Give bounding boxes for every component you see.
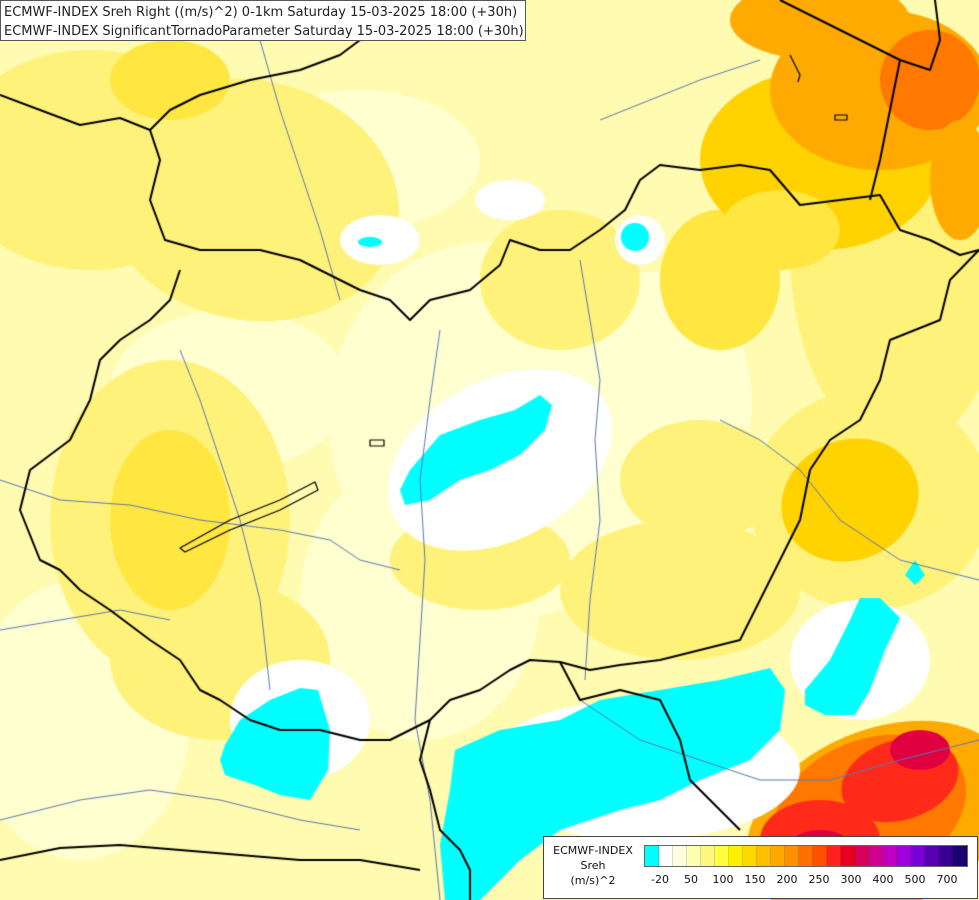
legend-tick-label: -20	[651, 873, 669, 886]
legend-swatch	[785, 846, 799, 866]
legend-swatch	[841, 846, 855, 866]
legend-swatch	[659, 846, 673, 866]
legend-unit: (m/s)^2	[570, 874, 616, 887]
map-title-box: ECMWF-INDEX Sreh Right ((m/s)^2) 0-1km S…	[0, 0, 526, 41]
legend-swatch	[673, 846, 687, 866]
legend-swatch	[715, 846, 729, 866]
legend-swatch	[799, 846, 813, 866]
map-title-stp: ECMWF-INDEX SignificantTornadoParameter …	[4, 24, 524, 39]
legend-swatch	[729, 846, 743, 866]
legend-tick-label: 700	[936, 873, 958, 886]
color-legend: ECMWF-INDEX Sreh (m/s)^2 -20 50 100 150 200 2…	[543, 836, 978, 899]
legend-tick-label: 200	[776, 873, 798, 886]
legend-tick-label: 100	[712, 873, 734, 886]
legend-swatch	[883, 846, 897, 866]
legend-tick-label: 300	[840, 873, 862, 886]
legend-label: ECMWF-INDEX Sreh (m/s)^2	[547, 843, 639, 888]
legend-tick-label: 400	[872, 873, 894, 886]
legend-swatch	[827, 846, 841, 866]
legend-swatch	[757, 846, 771, 866]
legend-swatch	[687, 846, 701, 866]
legend-tick-label: 50	[684, 873, 698, 886]
legend-swatch	[953, 846, 967, 866]
legend-swatch	[743, 846, 757, 866]
legend-tick-label: 500	[904, 873, 926, 886]
legend-swatch	[645, 846, 659, 866]
legend-swatch	[771, 846, 785, 866]
legend-tick-label: 150	[744, 873, 766, 886]
legend-swatch	[925, 846, 939, 866]
legend-swatch	[897, 846, 911, 866]
legend-variable: Sreh	[580, 859, 606, 872]
legend-color-bar	[644, 845, 968, 867]
legend-swatch	[939, 846, 953, 866]
map-title-sreh: ECMWF-INDEX Sreh Right ((m/s)^2) 0-1km S…	[4, 5, 518, 20]
legend-swatch	[911, 846, 925, 866]
legend-swatch	[701, 846, 715, 866]
legend-swatch	[869, 846, 883, 866]
legend-swatch	[855, 846, 869, 866]
legend-swatch	[813, 846, 827, 866]
legend-model: ECMWF-INDEX	[553, 844, 633, 857]
legend-tick-label: 250	[808, 873, 830, 886]
legend-tick-row: -20 50 100 150 200 250 300 400 500 700	[644, 873, 974, 887]
